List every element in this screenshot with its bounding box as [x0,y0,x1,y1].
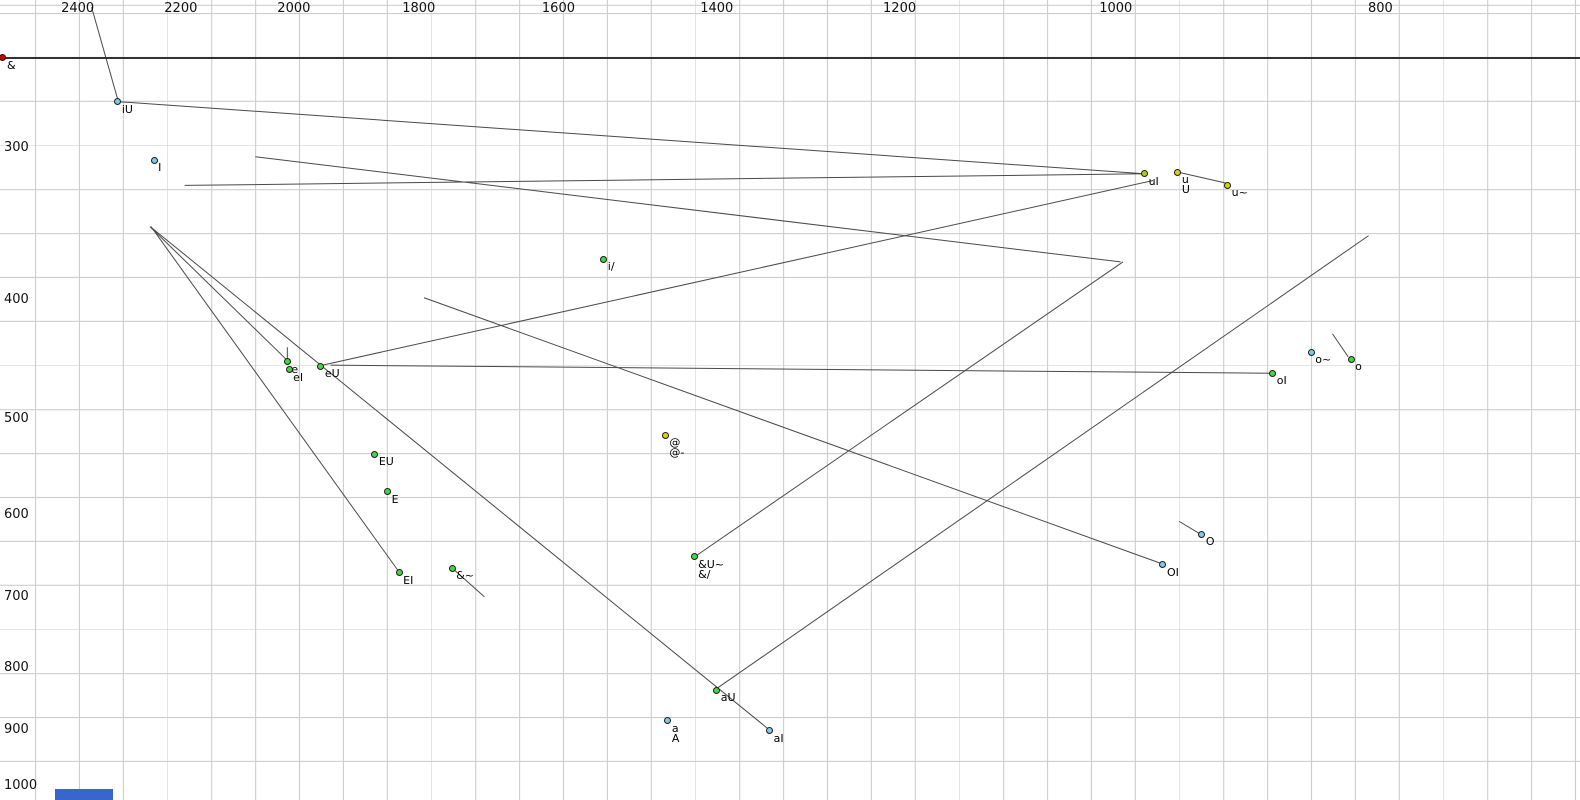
point-label: aU [720,691,736,705]
y-tick-label: 700 [4,588,29,604]
y-tick-label: 1000 [4,777,38,793]
data-point [395,569,403,577]
point-label: & [6,58,16,72]
point-label: aI [773,731,784,745]
data-point [114,98,122,106]
y-tick-label: 800 [4,659,29,675]
y-tick-label: 600 [4,507,29,523]
y-tick-label: 400 [4,292,29,308]
trajectory-line [151,227,770,731]
point-label: iU [121,102,133,116]
data-point [664,717,672,725]
data-point [766,727,774,735]
data-point [1269,369,1277,377]
x-tick-label: 800 [1367,1,1393,16]
data-point [0,54,7,62]
trajectory-line [1332,333,1349,358]
trajectory-line [184,173,1145,186]
trajectory-line [454,570,485,598]
trajectory-line [1178,520,1200,534]
point-label: I [158,161,162,175]
data-point [1224,181,1232,189]
y-tick-label: 900 [4,722,29,738]
point-label: eI [293,370,304,384]
point-label: uI [1148,174,1159,188]
data-point [384,488,392,496]
data-point [661,431,669,439]
point-label: eU [324,367,340,381]
point-label: o [1355,360,1362,374]
reference-line [0,56,1580,59]
point-label: i/ [607,260,615,274]
point-label: O [1205,535,1215,549]
data-point [1307,348,1315,356]
data-point [690,553,698,561]
point-label: EU [378,455,394,469]
data-point [283,358,291,366]
trajectory-line [695,261,1124,557]
y-tick-label: 300 [4,139,29,155]
x-tick-label: 1800 [402,1,436,16]
trajectory-line [91,7,119,101]
point-label: e [291,362,299,376]
x-tick-label: 2400 [61,1,95,16]
point-label: @ [669,436,681,450]
point-label: a [671,721,679,735]
point-label: E [391,492,399,506]
data-point [448,564,456,572]
bottom-blue-bar[interactable] [55,789,113,800]
data-point [713,686,721,694]
point-label: EI [403,573,414,587]
trajectory-line [322,179,1154,366]
trajectory-line [120,101,1145,175]
data-point [285,366,293,374]
trajectory-line [255,156,1121,263]
x-tick-label: 2000 [277,1,311,16]
trajectory-line [1177,171,1230,185]
point-label: &/ [698,567,711,581]
y-tick-label: 500 [4,410,29,426]
point-label: oI [1276,374,1287,388]
trajectory-line [150,226,400,573]
x-tick-label: 1200 [883,1,917,16]
x-tick-label: 1600 [541,1,575,16]
point-label: o~ [1315,353,1332,367]
data-point [1347,355,1355,363]
point-label: u [1181,173,1189,187]
data-point [1141,170,1149,178]
data-point [1174,168,1182,176]
trajectory-line [330,364,1273,374]
data-point [600,255,608,263]
point-label: &U~ [698,557,724,571]
trajectory-line [715,235,1369,690]
trajectory-line [423,297,1164,565]
data-point [1159,561,1167,569]
point-label: U [1181,183,1190,197]
point-label: @- [669,446,685,460]
data-point [317,362,325,370]
data-point [150,156,158,164]
point-label: A [671,731,680,745]
data-point [371,450,379,458]
data-point [1198,530,1206,538]
point-label: OI [1166,565,1179,579]
x-tick-label: 2200 [164,1,198,16]
x-tick-label: 1400 [700,1,734,16]
x-tick-label: 1000 [1099,1,1133,16]
point-label: &~ [456,569,474,583]
trajectory-line [149,226,288,361]
point-label: u~ [1231,186,1248,200]
